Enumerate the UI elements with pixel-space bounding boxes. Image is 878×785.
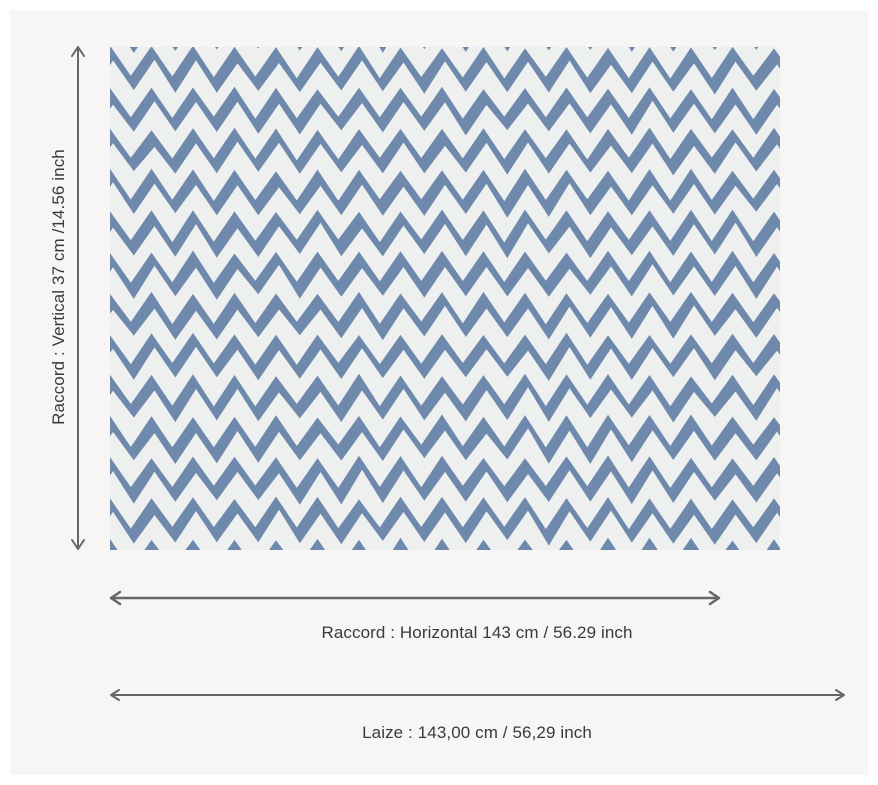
zigzag-stripe [110, 373, 780, 423]
zigzag-stripe [110, 209, 780, 259]
horizontal-repeat-label: Raccord : Horizontal 143 cm / 56.29 inch [321, 623, 633, 642]
zigzag-stripe [110, 168, 780, 218]
zigzag-stripe [110, 496, 780, 546]
zigzag-stripe [110, 537, 780, 550]
width-arrow-icon [110, 689, 845, 701]
fabric-width-label: Laize : 143,00 cm / 56,29 inch [362, 723, 592, 742]
zigzag-stripe [110, 86, 780, 136]
horizontal-repeat-arrow-icon [109, 590, 721, 606]
zigzag-stripe [110, 414, 780, 464]
zigzag-stripe [110, 455, 780, 505]
vertical-repeat-arrow-icon [71, 46, 85, 550]
zigzag-stripe [110, 127, 780, 176]
zigzag-stripe [110, 250, 780, 300]
fabric-swatch-image [110, 47, 780, 550]
vertical-repeat-label: Raccord : Vertical 37 cm /14.56 inch [49, 149, 68, 425]
zigzag-stripe [110, 47, 780, 95]
zigzag-stripe [129, 47, 759, 53]
zigzag-stripe [110, 291, 780, 341]
zigzag-pattern [110, 47, 780, 550]
zigzag-stripe [110, 332, 780, 381]
